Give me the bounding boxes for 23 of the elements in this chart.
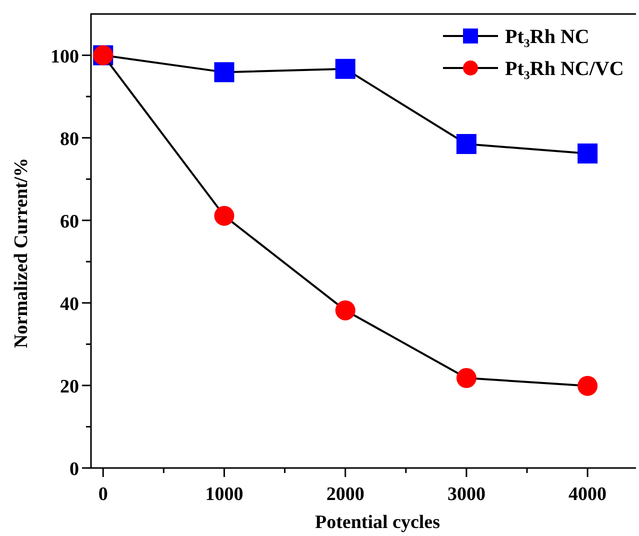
- y-tick-label: 0: [70, 459, 79, 480]
- y-tick-label: 40: [60, 294, 79, 315]
- x-tick-label: 2000: [326, 484, 364, 505]
- point: [456, 134, 476, 154]
- y-tick-label: 80: [60, 128, 79, 150]
- legend-label: Pt₃Rh NC/VC: [505, 58, 624, 80]
- y-tick-label: 100: [50, 46, 79, 68]
- point: [578, 144, 598, 164]
- x-tick-label: 1000: [205, 484, 244, 505]
- x-tick-label: 0: [98, 484, 108, 505]
- y-tick-label: 60: [60, 211, 79, 232]
- point: [456, 368, 476, 388]
- y-tick-label: 20: [60, 376, 79, 398]
- point: [214, 206, 234, 226]
- point: [335, 58, 356, 79]
- x-tick-label: 3000: [447, 484, 486, 505]
- point: [578, 376, 598, 396]
- x-axis-title: Potential cycles: [314, 512, 440, 533]
- point: [335, 300, 356, 320]
- y-axis-title: Normalized Current/%: [11, 158, 32, 348]
- point: [214, 62, 234, 82]
- x-tick-label: 4000: [568, 484, 607, 505]
- legend-label: Pt₃Rh NC: [505, 26, 590, 48]
